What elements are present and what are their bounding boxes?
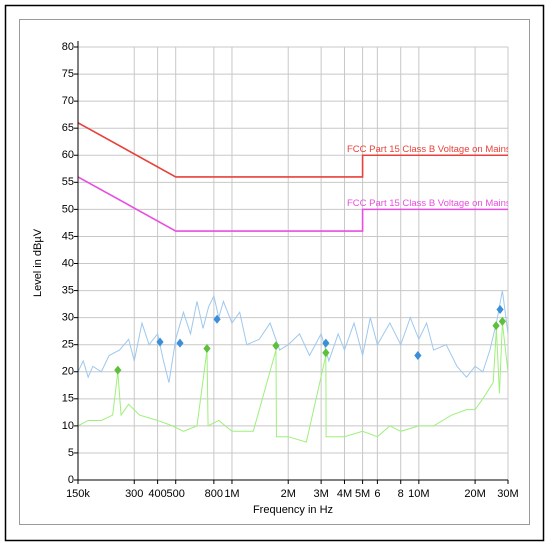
x-tick-label: 300: [125, 488, 143, 500]
x-tick-label: 6: [374, 488, 380, 500]
series-line: [78, 122, 508, 178]
y-tick-label: 60: [62, 149, 74, 161]
x-tick-label: 10M: [408, 488, 429, 500]
x-tick-label: 800: [205, 488, 223, 500]
x-tick-label: 8: [398, 488, 404, 500]
y-tick-label: 10: [62, 420, 74, 432]
limit-label: FCC Part 15 Class B Voltage on Mains QP: [347, 144, 527, 155]
y-tick-label: 50: [62, 203, 74, 215]
x-tick-label: 2M: [281, 488, 296, 500]
marker: [176, 338, 184, 348]
marker: [414, 351, 422, 361]
x-tick-label: 3M: [313, 488, 328, 500]
marker: [322, 348, 330, 358]
x-tick-label: 150k: [66, 488, 90, 500]
marker: [322, 338, 330, 348]
y-tick-label: 0: [68, 474, 74, 486]
x-tick-label: 400: [148, 488, 166, 500]
y-tick-label: 55: [62, 176, 74, 188]
axes: 0 5 10 15 20 25 30 35 40 45 50 55 60 65 70 75 80 150k 300 4…: [62, 41, 519, 500]
x-tick-label: 1M: [224, 488, 239, 500]
plot-area: FCC Part 15 Class B Voltage on Mains QP F…: [78, 122, 527, 443]
x-axis-label: Frequency in Hz: [253, 504, 333, 516]
marker: [492, 321, 500, 331]
marker: [498, 316, 507, 326]
inner-frame: [19, 19, 530, 525]
y-tick-label: 40: [62, 257, 74, 269]
series-line: [78, 290, 508, 383]
y-axis-label: Level in dBµV: [32, 228, 44, 297]
y-tick-label: 45: [62, 230, 74, 242]
marker: [213, 314, 221, 324]
y-tick-label: 15: [62, 393, 74, 405]
x-tick-label: 5M: [355, 488, 370, 500]
marker: [203, 343, 211, 353]
y-tick-label: 20: [62, 366, 74, 378]
marker: [496, 305, 504, 315]
marker: [156, 337, 164, 347]
y-tick-label: 30: [62, 312, 74, 324]
limit-label: FCC Part 15 Class B Voltage on Mains AV: [347, 198, 525, 209]
y-tick-label: 70: [62, 95, 74, 107]
x-tick-label: 4M: [337, 488, 352, 500]
y-tick-label: 65: [62, 122, 74, 134]
y-tick-label: 35: [62, 284, 74, 296]
x-tick-label: 20M: [464, 488, 485, 500]
y-tick-label: 5: [68, 447, 74, 459]
series-line: [78, 176, 508, 232]
x-tick-label: 500: [167, 488, 185, 500]
y-tick-label: 80: [62, 41, 74, 53]
x-tick-label: 30M: [497, 488, 518, 500]
y-tick-label: 25: [62, 339, 74, 351]
marker: [272, 341, 280, 351]
series-line: [78, 322, 508, 443]
y-tick-label: 75: [62, 68, 74, 80]
marker: [114, 365, 122, 375]
